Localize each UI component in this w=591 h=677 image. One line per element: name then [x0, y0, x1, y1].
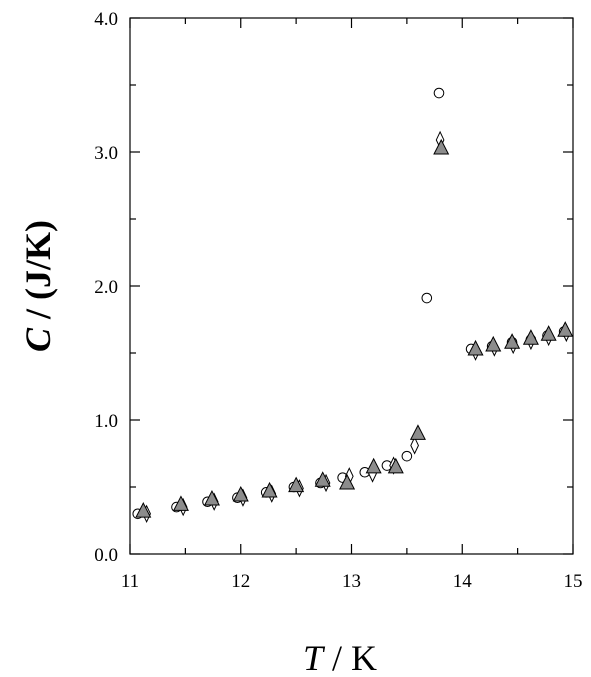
data-point-triangle	[433, 138, 450, 155]
data-point-diamond	[410, 436, 419, 455]
axis-ticks	[129, 17, 574, 555]
data-point-triangle	[314, 471, 331, 487]
data-point-triangle	[339, 473, 356, 490]
data-point-triangle	[203, 489, 220, 506]
x-axis-var: T	[303, 638, 326, 677]
data-point-triangle	[485, 335, 502, 352]
data-point-circle	[401, 450, 413, 462]
data-point-triangle	[409, 424, 426, 440]
y-axis-var: C	[18, 327, 58, 352]
x-tick-label: 13	[342, 571, 361, 592]
data-point-triangle	[172, 495, 189, 511]
data-point-triangle	[504, 333, 521, 349]
data-point-triangle	[522, 329, 539, 345]
x-axis-label: T / K	[303, 638, 377, 677]
y-axis-unit: / (J/K)	[18, 220, 58, 328]
x-tick-label: 11	[121, 571, 139, 592]
x-tick-label: 15	[564, 571, 583, 592]
x-tick-label: 14	[453, 571, 473, 592]
data-point-triangle	[365, 457, 382, 474]
y-tick-label: 3.0	[94, 143, 118, 164]
tick-labels: 11 12 13 14 15 0.0 1.0 2.0 3.0 4.0	[94, 9, 582, 592]
x-axis-unit: / K	[323, 638, 377, 677]
data-marks	[132, 87, 574, 523]
data-point-triangle	[135, 502, 152, 518]
data-point-circle	[421, 292, 433, 304]
data-point-triangle	[467, 339, 484, 356]
data-point-triangle	[387, 457, 404, 474]
y-tick-label: 0.0	[94, 545, 118, 566]
y-tick-label: 1.0	[94, 411, 118, 432]
data-point-triangle	[288, 476, 305, 493]
data-point-triangle	[540, 325, 557, 341]
y-axis-label: C / (J/K)	[18, 220, 58, 352]
data-point-triangle	[261, 481, 278, 498]
data-point-triangle	[232, 485, 249, 502]
x-tick-label: 12	[231, 571, 250, 592]
y-tick-label: 4.0	[94, 9, 118, 30]
data-point-triangle	[557, 321, 574, 337]
data-point-circle	[433, 87, 445, 99]
y-tick-label: 2.0	[94, 277, 118, 298]
